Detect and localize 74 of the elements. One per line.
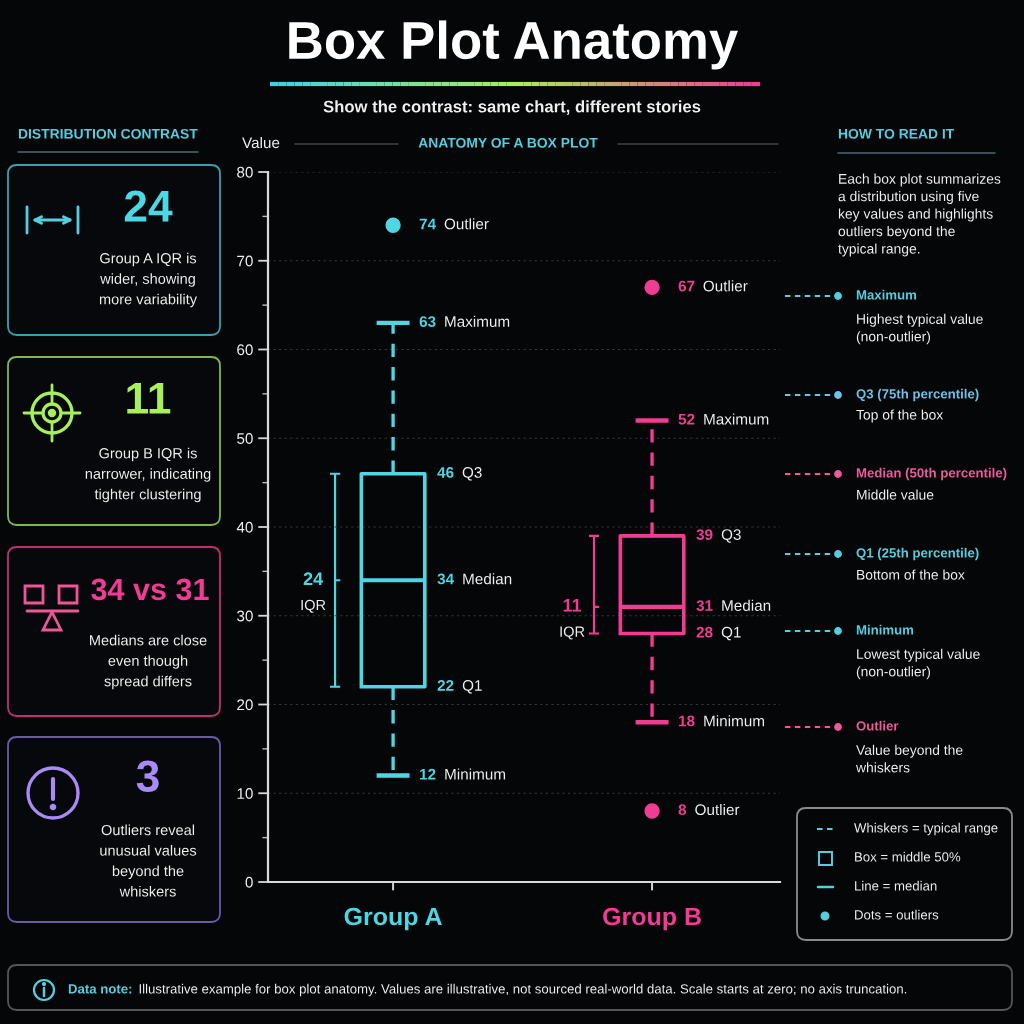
x-tick-label: Group A bbox=[344, 907, 442, 931]
annotation: Outlier bbox=[703, 280, 748, 292]
chart-subtitle: Show the contrast: same chart, different stories bbox=[323, 100, 701, 115]
text: Group B IQR is narrower, indicating tighter clustering bbox=[85, 447, 211, 503]
annotation: 12 bbox=[420, 768, 436, 780]
annotation: 67 bbox=[678, 280, 695, 292]
text: Line = median bbox=[855, 880, 937, 891]
annotation: Q3 bbox=[462, 467, 482, 481]
y-tick-label: 30 bbox=[237, 610, 253, 622]
annotation: 24 bbox=[303, 572, 324, 585]
text: Highest typical value (non-outlier) bbox=[856, 313, 983, 345]
text: Data note: bbox=[68, 984, 132, 994]
annotation: 18 bbox=[679, 715, 695, 727]
y-tick-label: 60 bbox=[237, 344, 253, 356]
y-tick-label: 50 bbox=[237, 433, 253, 444]
annotation: 46 bbox=[437, 467, 454, 478]
y-tick-label: 40 bbox=[236, 521, 253, 533]
text: Value beyond the whiskers bbox=[855, 744, 963, 773]
y-tick-label: 80 bbox=[237, 166, 253, 178]
chart-title: Box Plot Anatomy bbox=[289, 20, 738, 70]
annotation: Outlier bbox=[444, 218, 489, 230]
annotation: 74 bbox=[419, 218, 436, 230]
text: ANATOMY OF A BOX PLOT bbox=[418, 137, 598, 148]
text: Box = middle 50% bbox=[855, 851, 961, 862]
text: Lowest typical value (non-outlier) bbox=[856, 648, 980, 680]
text: HOW TO READ IT bbox=[838, 128, 955, 139]
y-tick-label: 20 bbox=[237, 699, 253, 711]
annotation: Q3 bbox=[721, 529, 741, 543]
annotation: Median bbox=[722, 599, 771, 611]
annotation: 28 bbox=[696, 626, 713, 638]
y-tick-label: 10 bbox=[237, 788, 253, 799]
annotation: 31 bbox=[696, 600, 713, 611]
annotation: 8 bbox=[678, 804, 687, 816]
annotation: Q1 bbox=[462, 680, 482, 694]
annotation: 11 bbox=[563, 599, 582, 612]
annotation: Maximum bbox=[704, 413, 769, 425]
text: Outliers reveal unusual values beyond the whiskers bbox=[100, 824, 197, 897]
text: Minimum bbox=[856, 624, 914, 635]
annotation: IQR bbox=[560, 626, 585, 640]
annotation: Minimum bbox=[445, 768, 506, 780]
text: Outlier bbox=[856, 720, 899, 731]
annotation: IQR bbox=[301, 599, 326, 613]
annotation: Minimum bbox=[704, 715, 765, 727]
text: Each box plot summarizes a distribution using five key values and highlights outliers beyond the typical range. bbox=[838, 173, 1001, 257]
annotation: 34 bbox=[437, 573, 454, 585]
annotation: Outlier bbox=[695, 803, 740, 816]
text: Q1 (25th percentile) bbox=[856, 547, 979, 561]
annotation: 52 bbox=[678, 413, 695, 425]
text: DISTRIBUTION CONTRAST bbox=[18, 128, 198, 139]
text: Medians are close even though spread differs bbox=[90, 634, 207, 690]
text: Illustrative example for box plot anatomy. Values are illustrative, not sourced real-world data. Scale starts at zero; no axis truncation. bbox=[139, 983, 907, 997]
text: 34 vs 31 bbox=[91, 578, 209, 601]
text: 3 bbox=[136, 760, 159, 792]
text: 24 bbox=[124, 190, 173, 222]
annotation: 39 bbox=[696, 529, 713, 540]
text: 11 bbox=[127, 382, 171, 414]
text: Median (50th percentile) bbox=[856, 467, 1007, 481]
text: Whiskers = typical range bbox=[854, 822, 998, 836]
annotation: Q1 bbox=[721, 626, 741, 641]
text: Bottom of the box bbox=[857, 569, 965, 580]
y-axis-title: Value bbox=[242, 136, 280, 149]
text: Q3 (75th percentile) bbox=[856, 388, 979, 402]
annotation: Maximum bbox=[445, 315, 510, 327]
y-tick-label: 70 bbox=[237, 255, 253, 267]
text: Top of the box bbox=[856, 409, 944, 423]
text: Middle value bbox=[857, 489, 934, 500]
text: Maximum bbox=[856, 289, 917, 300]
annotation: 22 bbox=[437, 680, 454, 691]
annotation: 63 bbox=[419, 316, 436, 327]
text: Dots = outliers bbox=[855, 909, 939, 920]
text: Group A IQR is wider, showing more variability bbox=[99, 252, 198, 308]
y-tick-label: 0 bbox=[245, 876, 253, 888]
x-tick-label: Group B bbox=[603, 907, 701, 931]
annotation: Median bbox=[463, 573, 512, 585]
